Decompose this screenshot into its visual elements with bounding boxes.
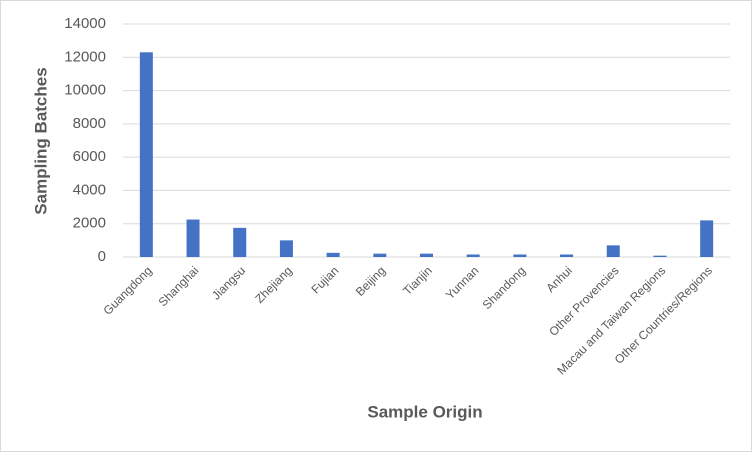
bar [139, 52, 153, 257]
bar [560, 254, 574, 257]
bar [420, 253, 433, 257]
y-axis-title: Sampling Batches [31, 67, 50, 214]
bar [466, 254, 480, 257]
y-tick-label: 8000 [73, 115, 106, 132]
y-tick-label: 4000 [73, 181, 106, 198]
y-tick-label: 14000 [64, 15, 106, 32]
y-tick-label: 0 [98, 248, 106, 265]
bar [326, 252, 340, 257]
bar [700, 220, 714, 257]
bar [186, 219, 200, 257]
bar [653, 255, 667, 257]
bar [233, 227, 247, 257]
bar [373, 253, 387, 257]
bar [279, 240, 293, 257]
bar [513, 254, 527, 257]
bar [606, 245, 620, 257]
y-tick-label: 10000 [64, 82, 106, 99]
x-axis-title: Sample Origin [367, 402, 482, 421]
y-tick-label: 2000 [73, 215, 106, 232]
y-tick-label: 12000 [64, 48, 106, 65]
y-tick-label: 6000 [73, 148, 106, 165]
